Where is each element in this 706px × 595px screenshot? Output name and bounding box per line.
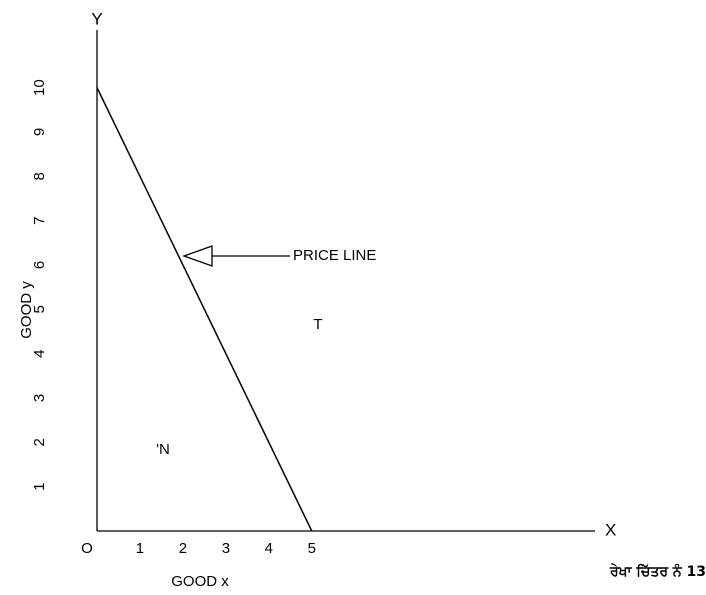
- x-axis-letter: X: [605, 520, 616, 539]
- y-tick-label: 3: [31, 394, 48, 402]
- y-tick-label: 10: [31, 79, 48, 96]
- annotation: T: [313, 316, 322, 333]
- x-tick-label: 1: [136, 540, 144, 557]
- annotation-arrow: [182, 245, 290, 267]
- caption: ਰੇਖਾ ਚਿੱਤਰ ਨੰ 13: [609, 562, 706, 580]
- x-tick-label: 4: [265, 540, 273, 557]
- x-tick-label: 5: [308, 540, 316, 557]
- y-tick-label: 6: [31, 261, 48, 269]
- y-tick-label: 8: [31, 172, 48, 180]
- price-line: [96, 87, 313, 532]
- origin-label: O: [81, 540, 93, 557]
- y-tick-label: 9: [31, 128, 48, 136]
- y-tick-label: 2: [31, 438, 48, 446]
- x-tick-label: 3: [222, 540, 230, 557]
- y-tick-label: 7: [31, 216, 48, 224]
- annotation: PRICE LINE: [293, 247, 376, 264]
- x-tick-label: 2: [179, 540, 187, 557]
- annotation: 'N: [156, 441, 170, 458]
- y-axis-label: GOOD y: [18, 281, 35, 339]
- x-axis-label: GOOD x: [171, 573, 229, 590]
- y-axis-letter: Y: [91, 9, 102, 28]
- y-tick-label: 4: [31, 349, 48, 357]
- y-tick-label: 1: [31, 482, 48, 490]
- y-tick-label: 5: [31, 305, 48, 313]
